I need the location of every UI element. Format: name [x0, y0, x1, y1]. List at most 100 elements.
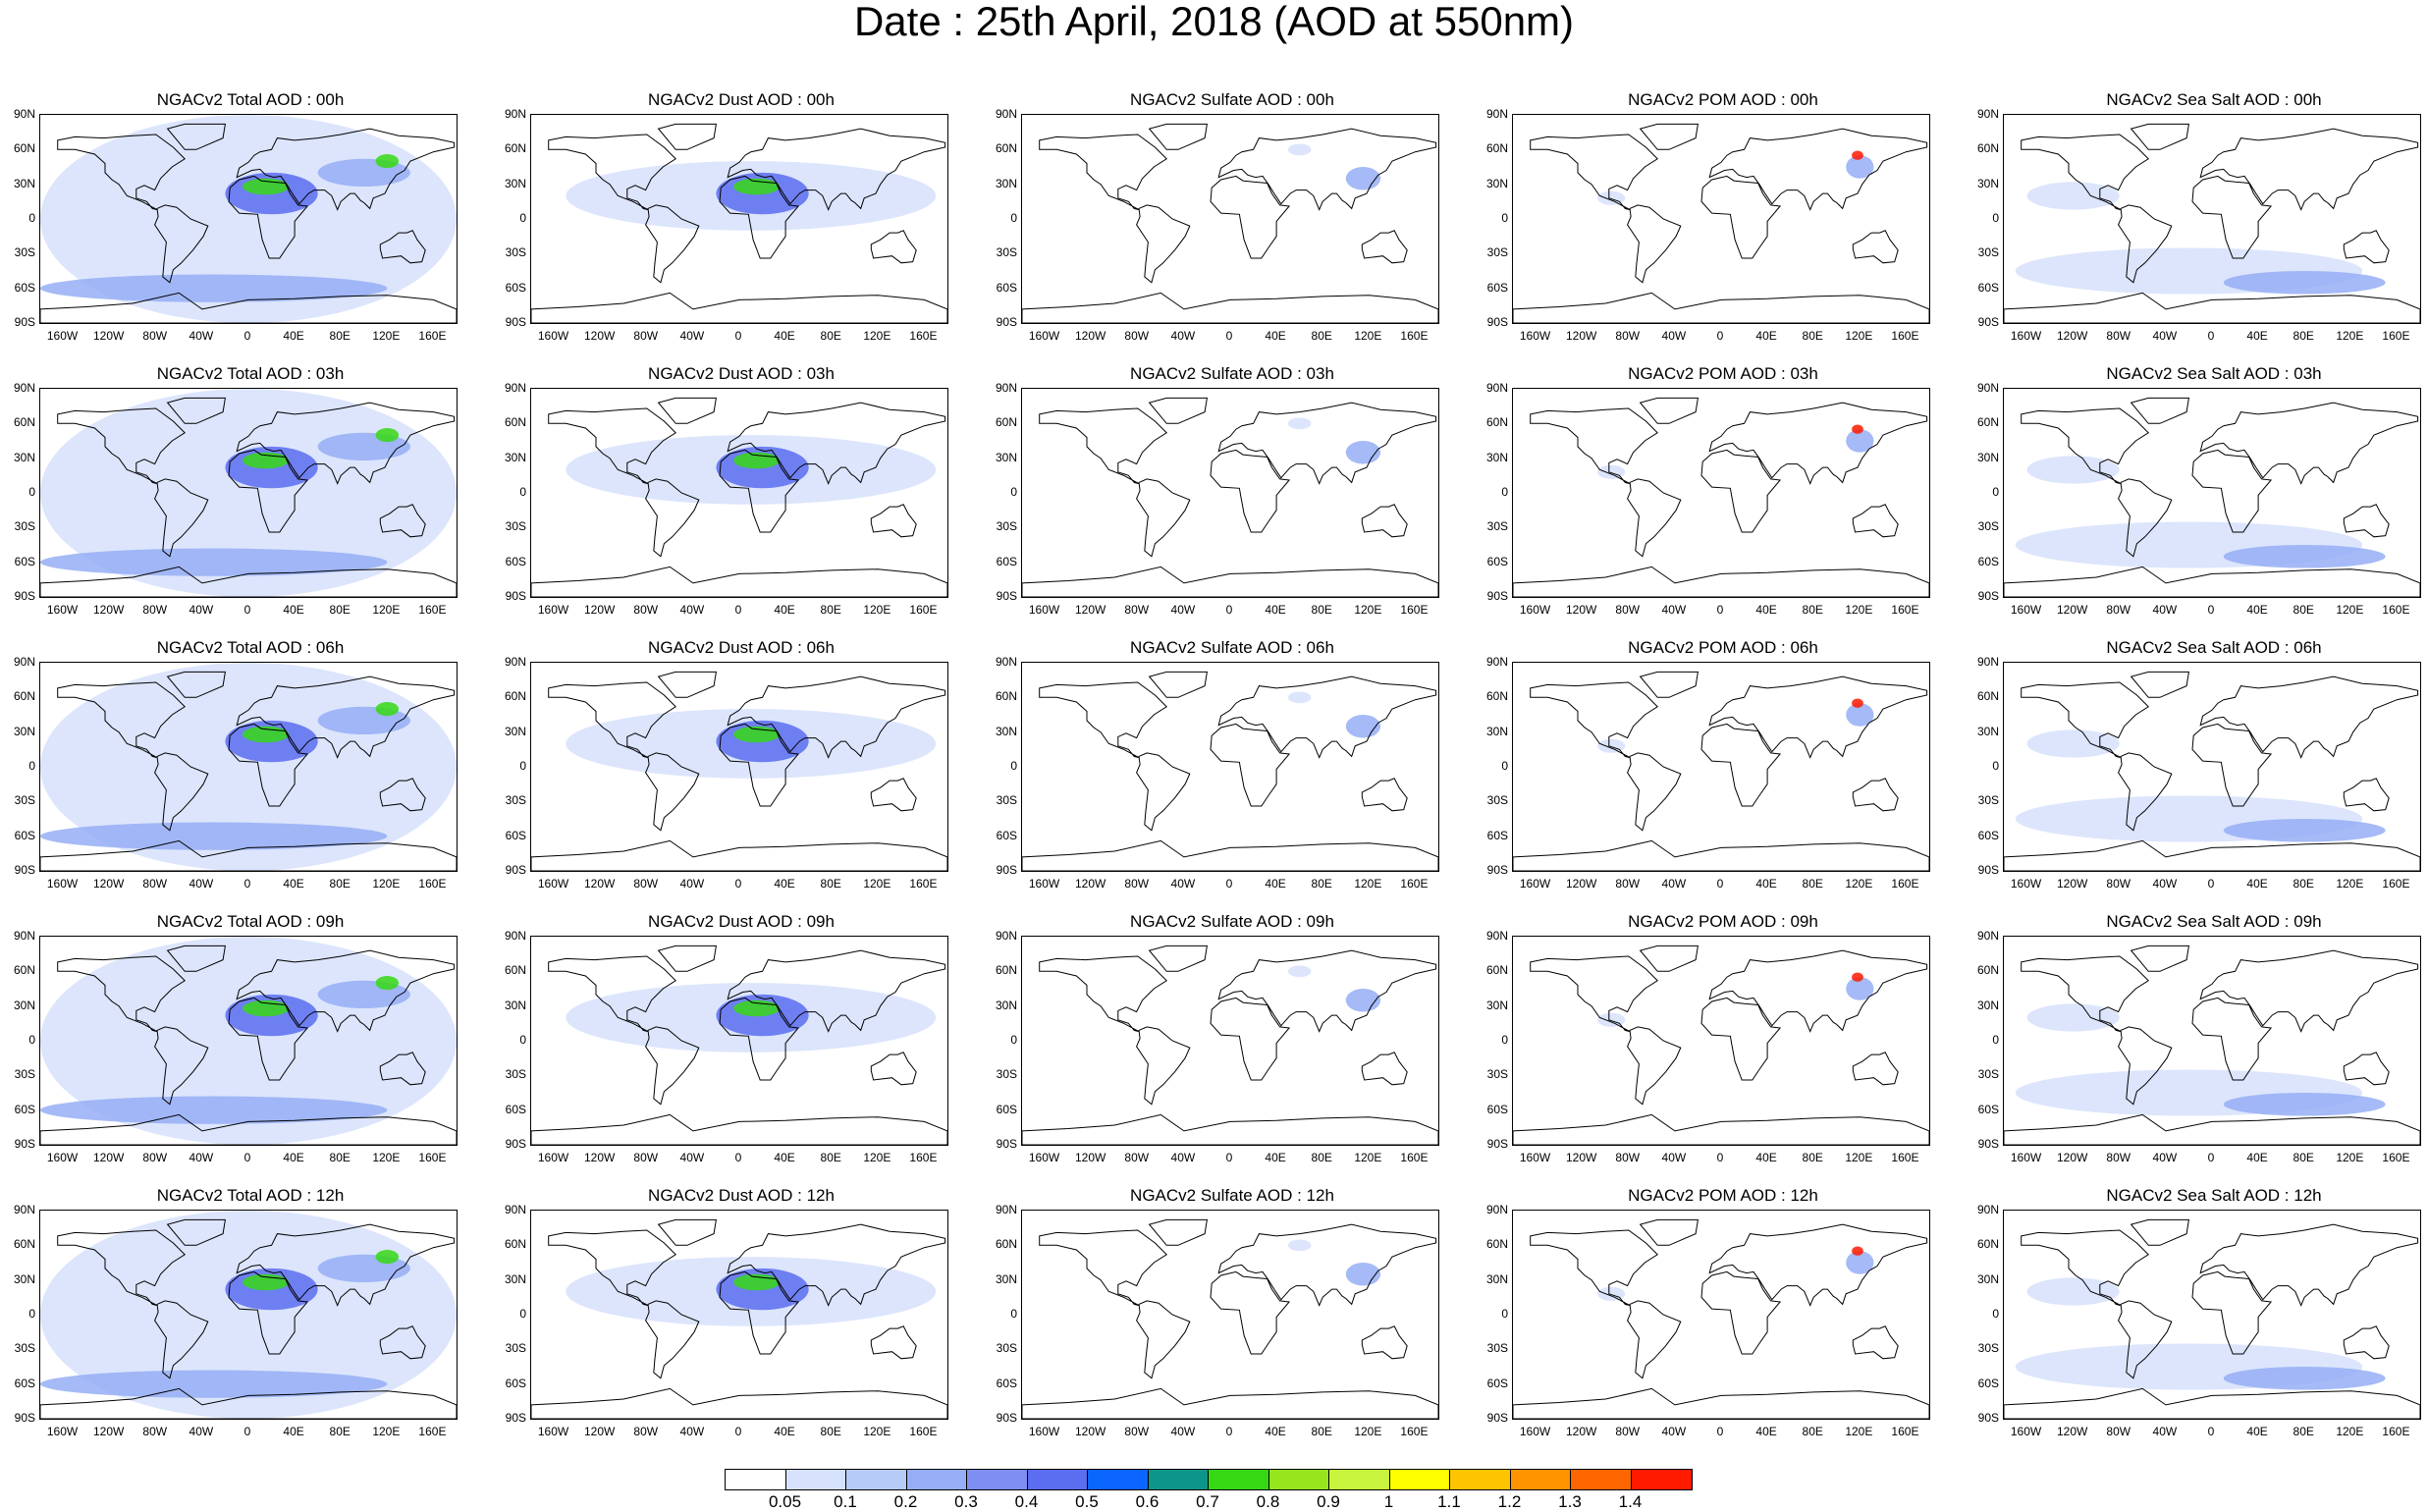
coastline [154, 752, 209, 832]
lat-tick-label: 60S [505, 1102, 526, 1116]
lat-tick-label: 30S [505, 519, 526, 534]
lon-tick-label: 80E [2293, 603, 2314, 617]
coastline [2191, 723, 2273, 807]
lon-tick-label: 40E [1755, 877, 1777, 891]
lon-tick-label: 120W [1074, 603, 1106, 617]
lon-tick-label: 40W [1170, 877, 1196, 891]
colorbar-label: 0.6 [1135, 1492, 1160, 1511]
lat-tick-label: 30N [1976, 1271, 1999, 1286]
colorbar-label: 0.2 [893, 1492, 918, 1511]
aod-plume [2026, 729, 2120, 758]
lon-tick-label: 80W [142, 603, 168, 617]
lat-tick-label: 0 [519, 211, 526, 225]
coastline [1217, 675, 1437, 759]
aod-plume [1846, 703, 1874, 727]
lon-tick-label: 160W [1028, 603, 1060, 617]
lat-tick-label: 90N [1976, 655, 1999, 669]
lon-tick-label: 160W [1028, 329, 1060, 343]
lat-tick-label: 0 [28, 485, 35, 499]
lon-tick-label: 0 [243, 877, 251, 891]
coastline [2021, 407, 2149, 485]
aod-plume [1846, 155, 1874, 179]
lon-tick-label: 160E [2382, 329, 2410, 343]
colorbar-swatch [1450, 1470, 1511, 1489]
lon-tick-label: 80E [329, 603, 351, 617]
lon-tick-label: 80E [2293, 877, 2314, 891]
lat-tick-label: 60N [13, 415, 35, 430]
coastline [1022, 1113, 1438, 1145]
aod-plume [2026, 456, 2120, 484]
coastline [870, 1052, 917, 1086]
map-plot-area [2003, 388, 2421, 598]
coastline [1530, 681, 1658, 759]
coastline [2004, 1387, 2420, 1419]
lat-tick-label: 30S [1486, 519, 1508, 534]
coastline [166, 123, 226, 150]
colorbar-swatch [726, 1470, 786, 1489]
aod-plume [1852, 698, 1863, 708]
coastline [727, 1223, 946, 1307]
coastline [2343, 1052, 2390, 1086]
lon-tick-label: 120E [372, 1425, 401, 1438]
map-panel-sulfate-2: NGACv2 Sulfate AOD : 06h 90N 60N 30N 0 30S 60S… [982, 638, 1473, 898]
lon-tick-label: 0 [734, 1151, 742, 1164]
lon-tick-label: 80W [633, 603, 659, 617]
coastline [236, 949, 456, 1033]
lon-tick-label: 160W [2010, 1151, 2042, 1164]
coastline [727, 675, 946, 759]
world-map [2004, 945, 2420, 1145]
map-panel-total-3: NGACv2 Total AOD : 09h 90N 60N 30N 0 30S 60S 90… [0, 912, 491, 1172]
coastline [1708, 402, 1928, 485]
lon-tick-label: 160W [537, 329, 569, 343]
colorbar-swatch [1088, 1470, 1149, 1489]
lon-tick-label: 40W [679, 1151, 705, 1164]
lon-tick-label: 40E [2246, 877, 2268, 891]
colorbar-swatch [1209, 1470, 1269, 1489]
world-map [2004, 671, 2420, 871]
lat-tick-label: 30N [13, 176, 35, 190]
map-panel-seasalt-1: NGACv2 Sea Salt AOD : 03h 90N 60N 30N 0 30S 60… [1964, 364, 2428, 624]
lat-tick-label: 90N [504, 107, 526, 121]
world-map [1022, 671, 1438, 871]
panel-title: NGACv2 Total AOD : 00h [156, 90, 345, 109]
map-panel-seasalt-4: NGACv2 Sea Salt AOD : 12h 90N 60N 30N 0 30S 60… [1964, 1186, 2428, 1446]
lat-tick-label: 0 [1010, 1307, 1017, 1321]
coastline [531, 1387, 947, 1419]
lon-tick-label: 120E [1354, 1425, 1382, 1438]
coastline [1217, 949, 1437, 1033]
coastline [2343, 1325, 2390, 1360]
lon-tick-label: 160E [1891, 1425, 1919, 1438]
map-plot-area [1021, 936, 1439, 1146]
lat-tick-label: 60S [996, 1102, 1017, 1116]
coastline [719, 1270, 800, 1355]
lat-tick-label: 0 [1992, 485, 1999, 499]
lat-tick-label: 30S [14, 1067, 35, 1082]
world-map [1022, 1218, 1438, 1419]
lon-tick-label: 40W [2152, 1151, 2178, 1164]
aod-plume [40, 1370, 388, 1398]
lon-tick-label: 0 [1716, 877, 1724, 891]
lon-tick-label: 80E [2293, 1151, 2314, 1164]
aod-plume [1852, 1246, 1863, 1256]
lon-tick-label: 160E [909, 1151, 938, 1164]
lon-tick-label: 40E [1265, 329, 1286, 343]
lon-tick-label: 80W [1124, 1151, 1150, 1164]
lon-tick-label: 40E [1265, 603, 1286, 617]
panel-title: NGACv2 Dust AOD : 00h [648, 90, 835, 109]
colorbar-swatch [1329, 1470, 1390, 1489]
lon-tick-label: 160E [2382, 1425, 2410, 1438]
lat-tick-label: 30S [1977, 1341, 1999, 1356]
lon-tick-label: 80W [1615, 1151, 1641, 1164]
world-map [1513, 945, 1929, 1145]
lat-tick-label: 90N [995, 381, 1017, 395]
coastline [1639, 123, 1699, 150]
panel-title: NGACv2 Dust AOD : 09h [648, 912, 835, 931]
lat-tick-label: 60S [996, 828, 1017, 842]
coastline [1513, 566, 1929, 597]
panel-title: NGACv2 Total AOD : 09h [156, 912, 345, 931]
lon-tick-label: 160E [909, 1425, 938, 1438]
lat-tick-label: 60S [1977, 1376, 1999, 1390]
lon-tick-label: 40E [283, 1151, 304, 1164]
aod-plume [2026, 182, 2120, 210]
coastline [645, 1026, 700, 1106]
